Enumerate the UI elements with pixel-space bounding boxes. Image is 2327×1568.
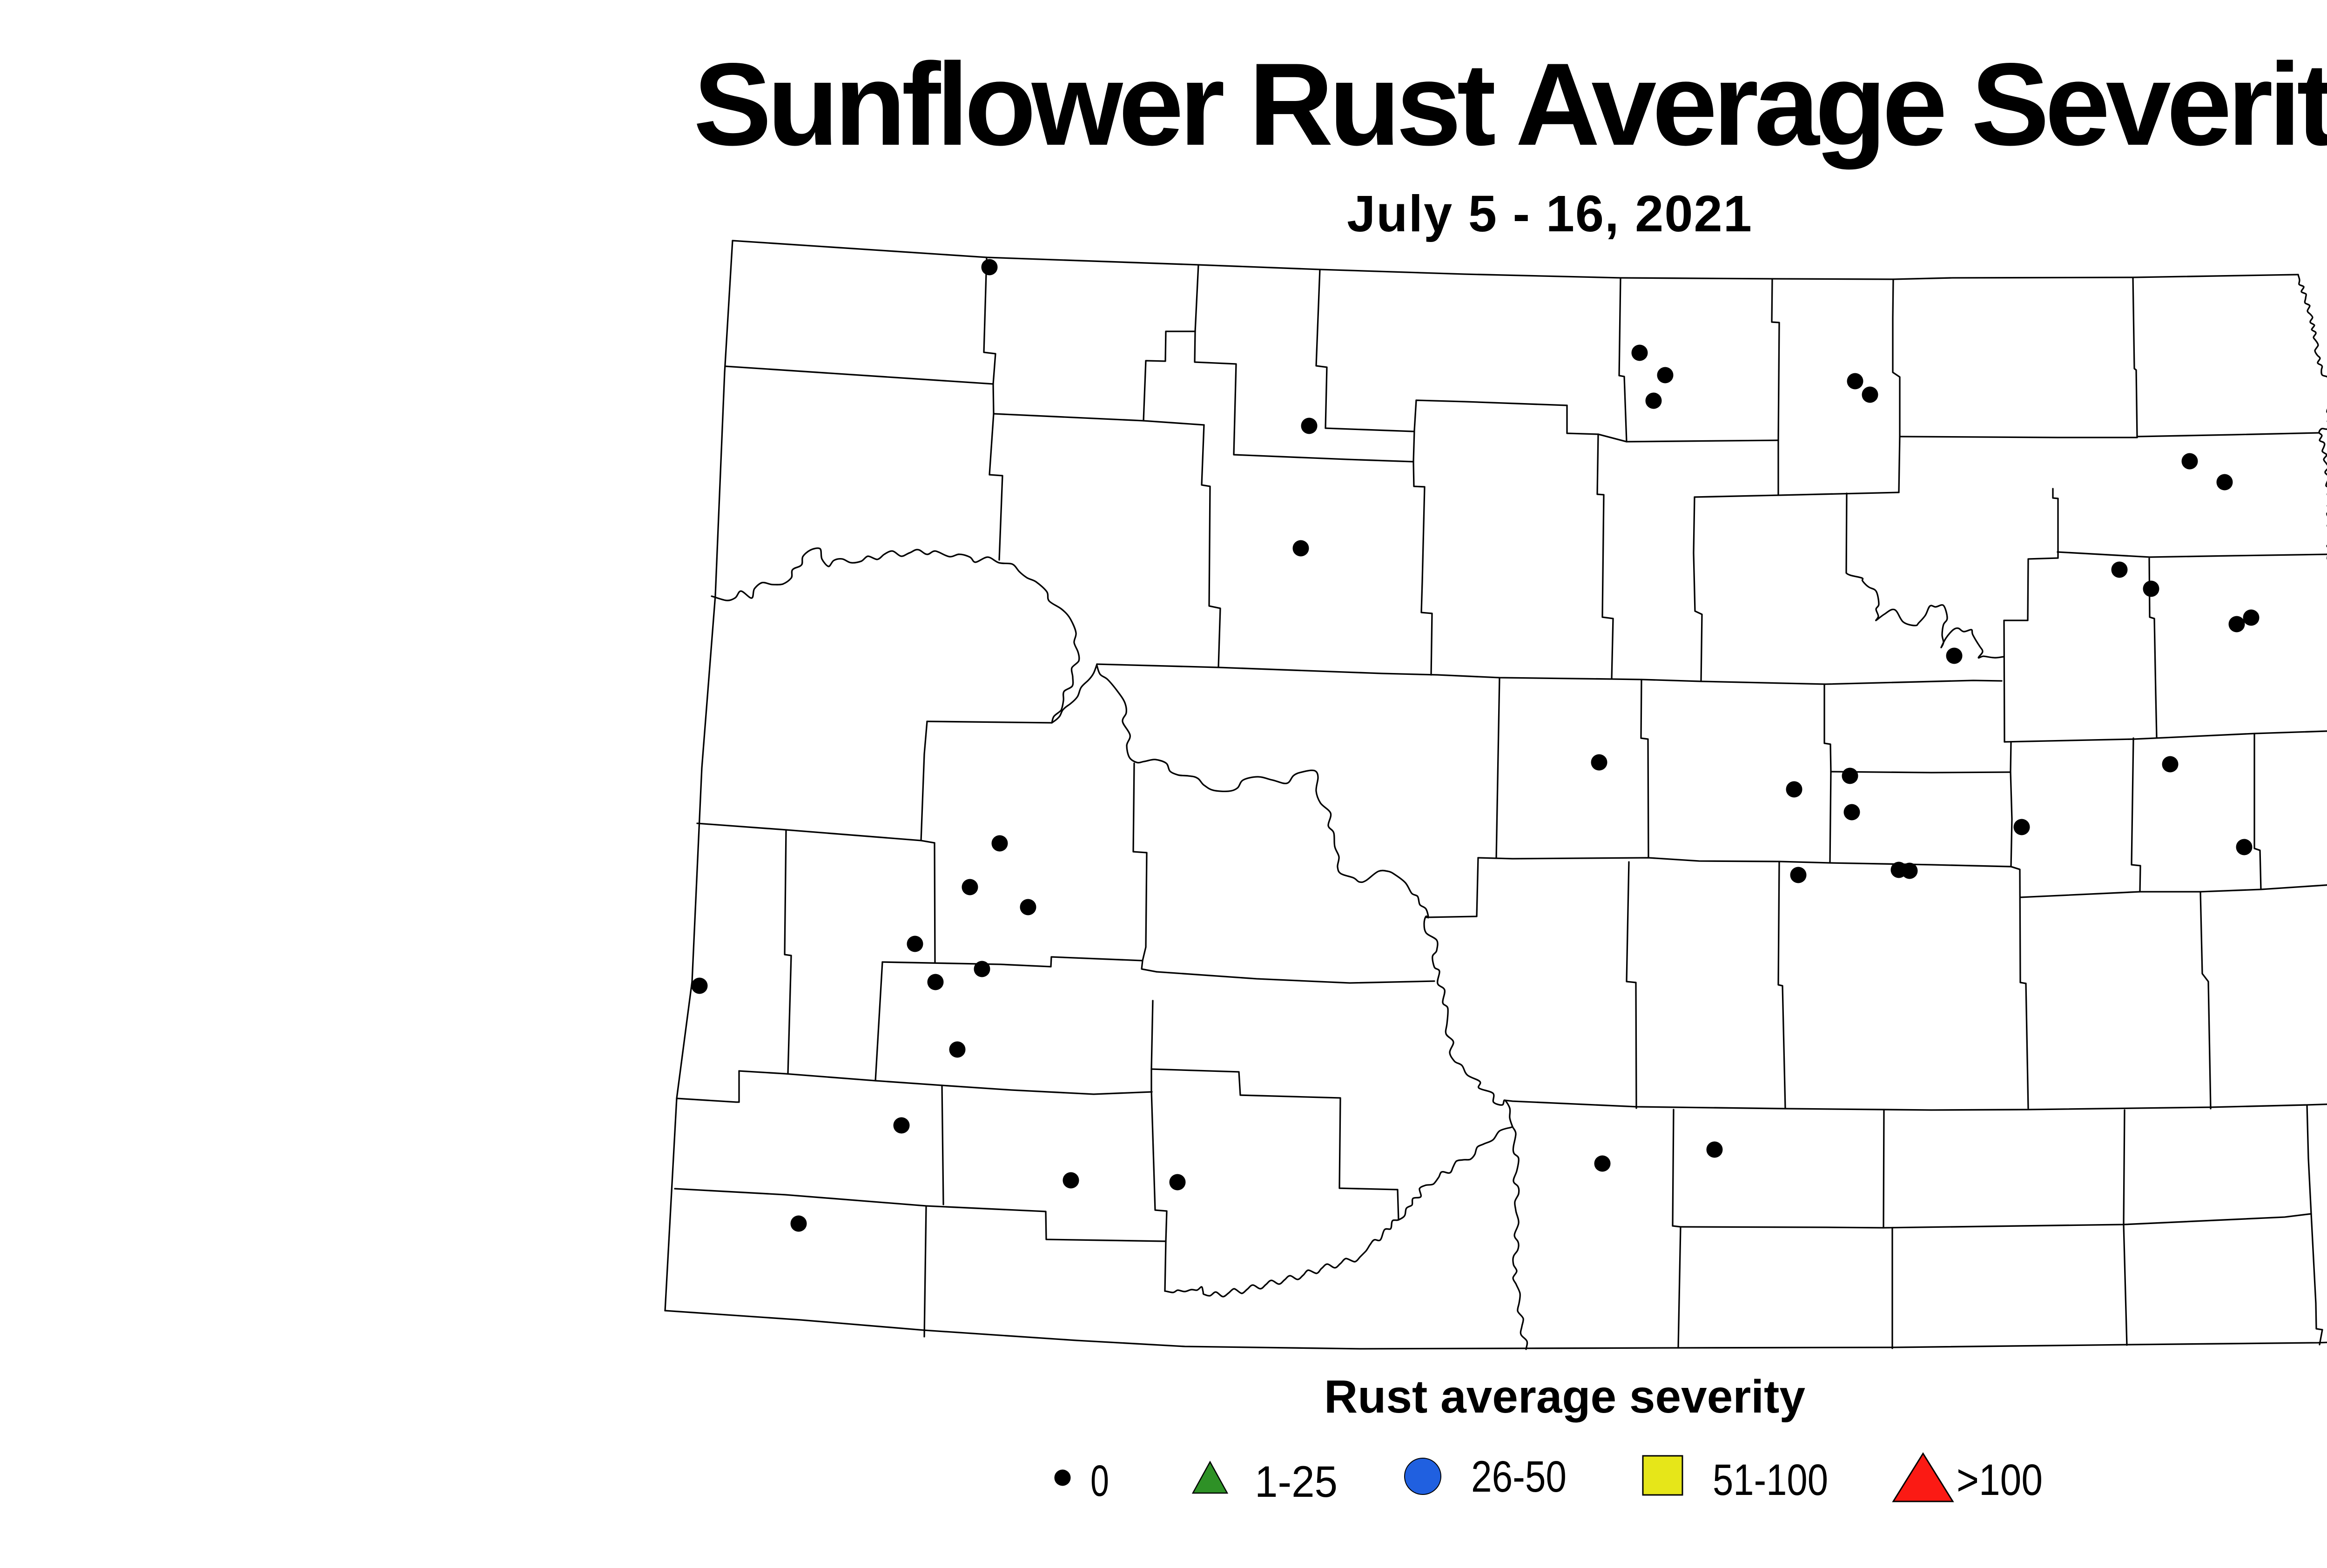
svg-text:51-100: 51-100 (1713, 1455, 1828, 1505)
svg-text:Rust average severity: Rust average severity (1324, 1371, 1805, 1423)
svg-text:0: 0 (1090, 1456, 1109, 1506)
svg-text:>100: >100 (1957, 1455, 2043, 1505)
svg-text:1-25: 1-25 (1255, 1457, 1338, 1507)
svg-text:26-50: 26-50 (1471, 1452, 1567, 1501)
svg-text:July 5 - 16, 2021: July 5 - 16, 2021 (1347, 185, 1753, 242)
svg-text:Sunflower Rust Average Severit: Sunflower Rust Average Severity (693, 39, 2327, 170)
